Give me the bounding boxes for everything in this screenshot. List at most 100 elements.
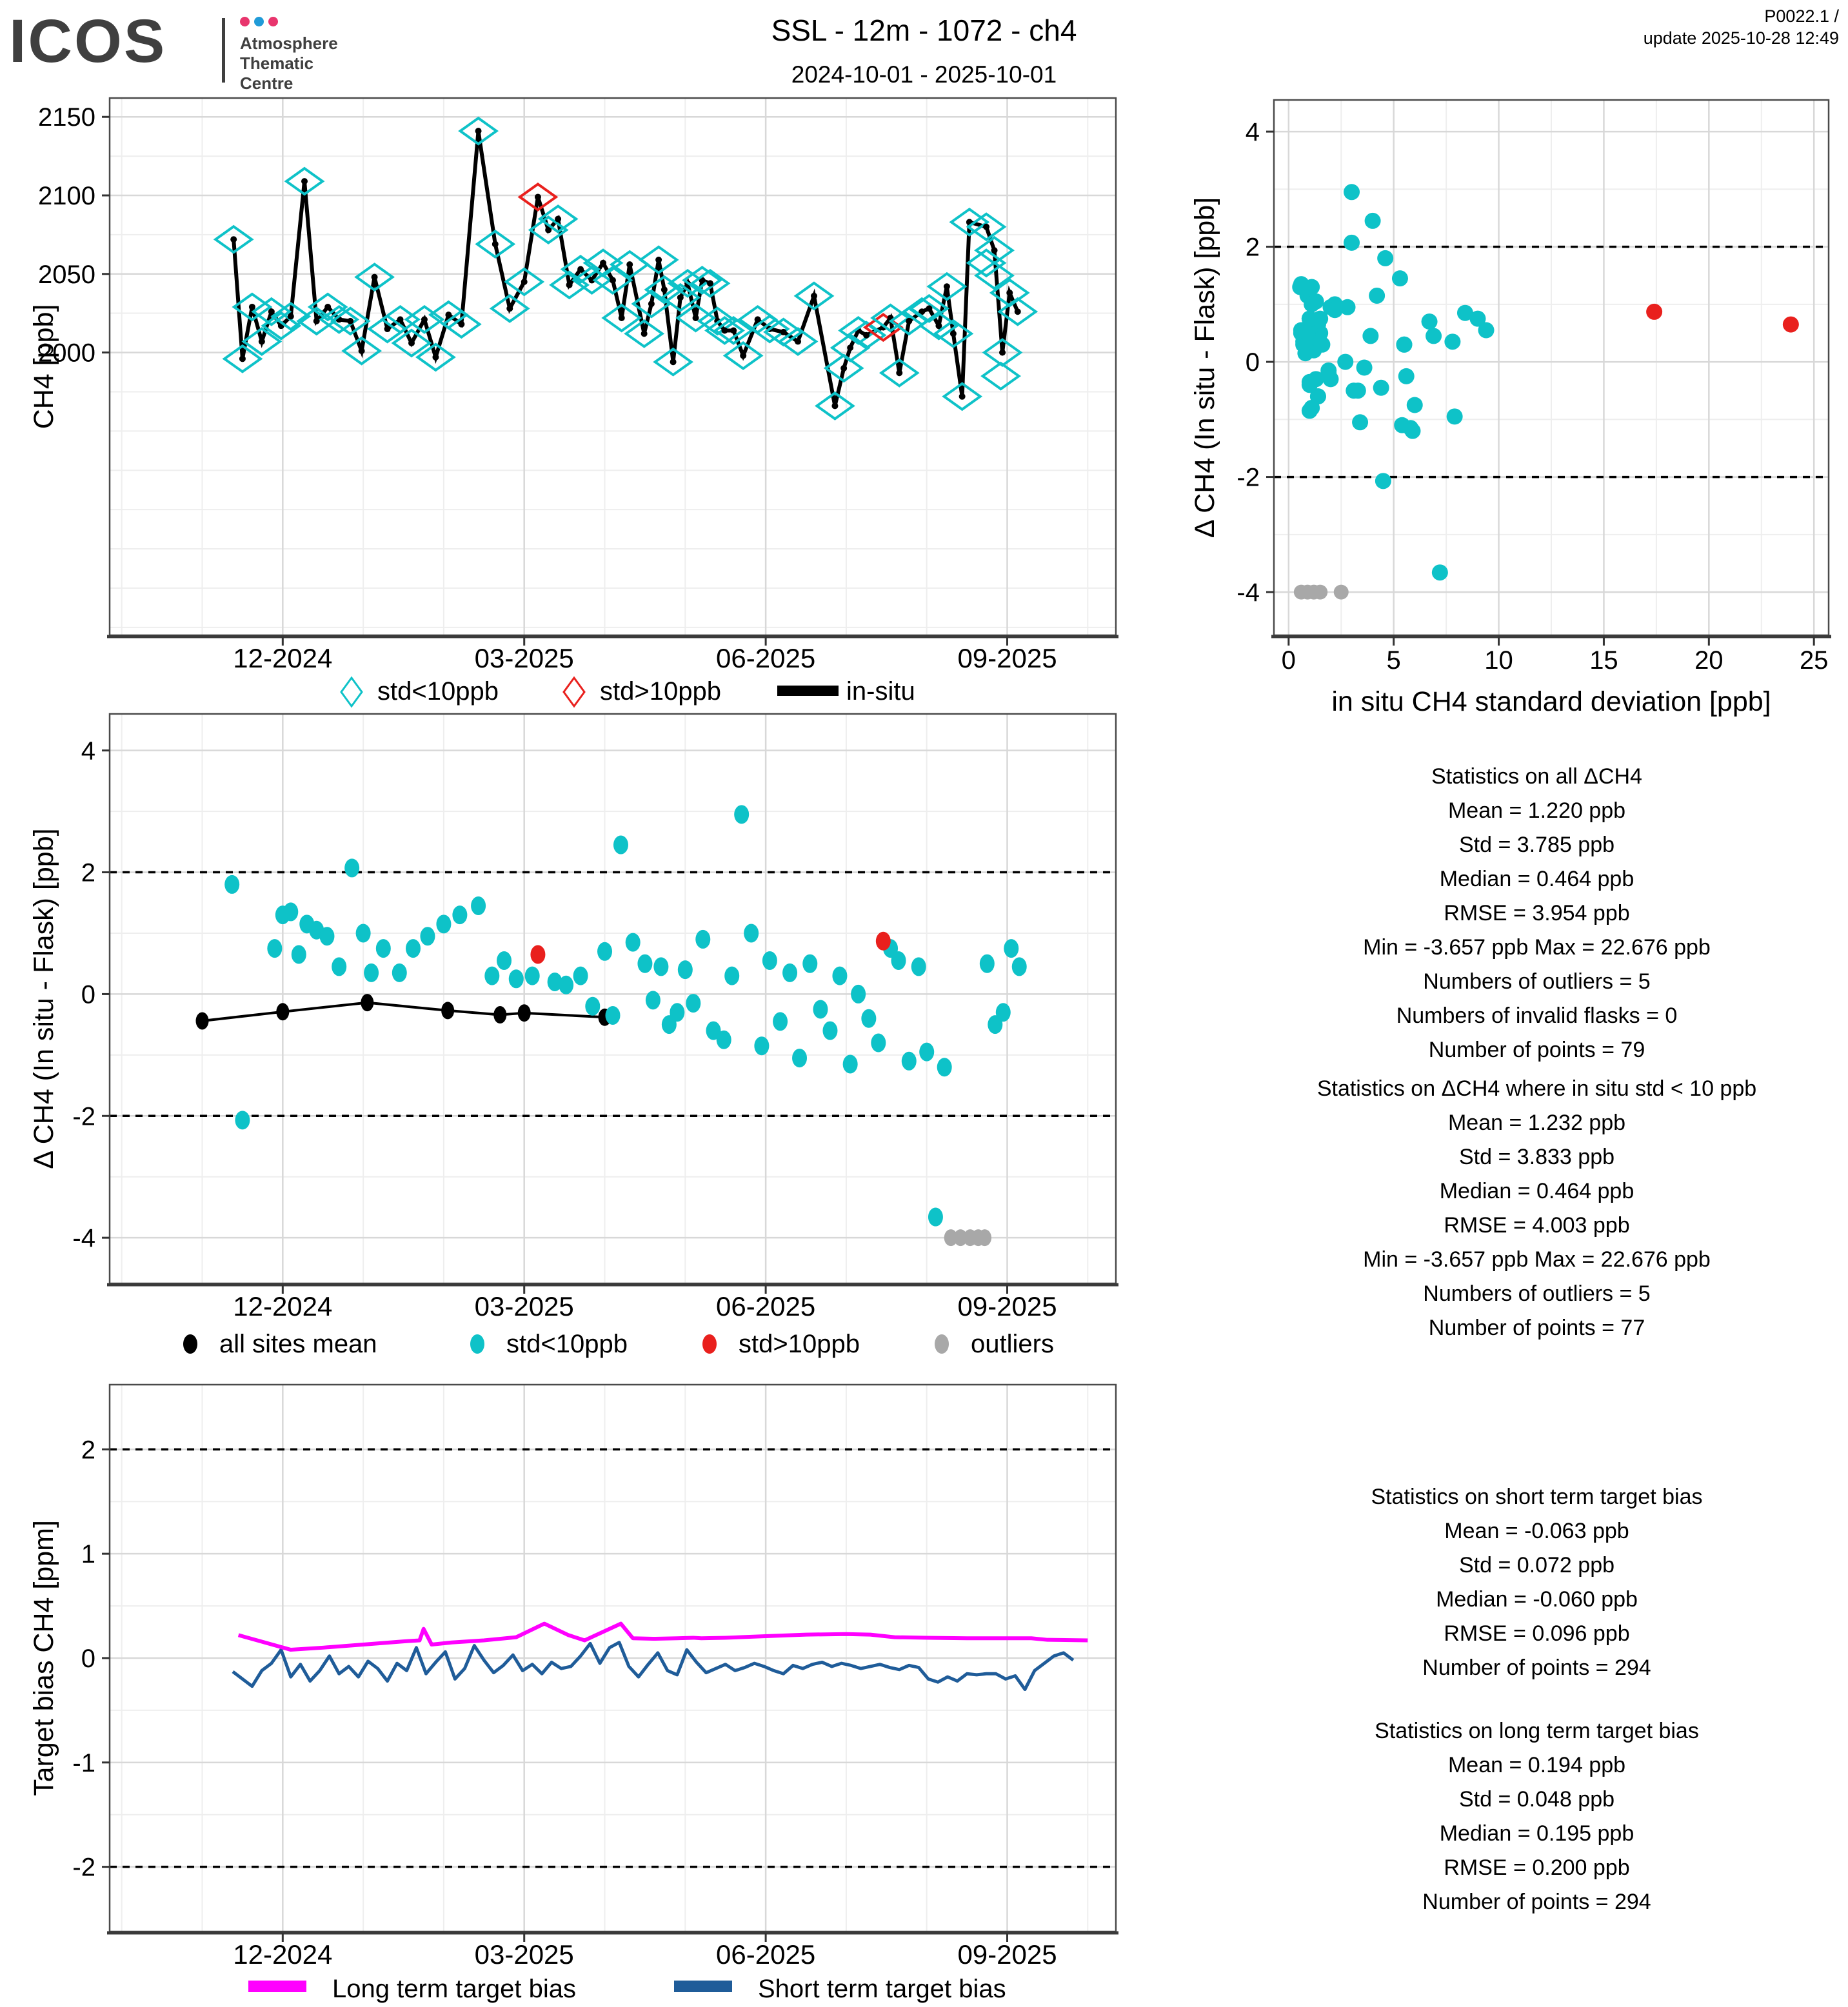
x-tick-label: 0 — [1282, 646, 1296, 675]
flask-diamond — [793, 281, 835, 311]
delta-point — [822, 1021, 838, 1040]
stats-line: RMSE = 4.003 ppb — [1444, 1213, 1630, 1238]
delta-point — [332, 957, 347, 976]
legend-label: std<10ppb — [506, 1330, 628, 1358]
x-tick-label: 20 — [1694, 646, 1724, 675]
version-update-stamp: P0022.1 / update 2025-10-28 12:49 — [1644, 5, 1839, 49]
legend-dot-icon — [470, 1334, 484, 1354]
delta-point — [1398, 368, 1415, 384]
mean-point — [493, 1006, 507, 1024]
delta-point — [1421, 313, 1438, 330]
delta-point — [1320, 362, 1337, 379]
flask-diamond — [270, 302, 312, 331]
flask-high-std-diamond — [517, 182, 559, 212]
legend-label: std>10ppb — [600, 677, 721, 706]
legend-dot-icon — [702, 1334, 717, 1354]
stats-line: Numbers of outliers = 5 — [1423, 1281, 1651, 1306]
delta-point — [471, 896, 486, 915]
delta-point — [344, 858, 360, 878]
flask-diamond — [213, 224, 254, 254]
legend-label: Short term target bias — [758, 1975, 1006, 2003]
delta-point — [1444, 333, 1461, 350]
legend-cyan-diamond-icon — [340, 676, 363, 708]
delta-point — [677, 960, 693, 980]
y-axis-label: Δ CH4 (In situ - Flask) [ppb] — [28, 828, 59, 1169]
flask-diamond — [367, 314, 408, 344]
delta-point — [224, 875, 240, 894]
delta-point — [1406, 397, 1423, 413]
flask-diamond — [592, 266, 633, 295]
delta-point — [716, 1030, 731, 1049]
delta-point — [1391, 270, 1408, 287]
delta-point — [283, 902, 299, 922]
logo-divider — [222, 18, 225, 83]
delta-point — [1404, 422, 1421, 439]
delta-point — [995, 1003, 1011, 1022]
delta-point — [1326, 302, 1343, 319]
delta-point — [1301, 310, 1318, 327]
outlier-point — [978, 1229, 992, 1247]
x-tick-label: 09-2025 — [957, 643, 1057, 673]
x-tick-label: 06-2025 — [716, 643, 815, 673]
delta-point — [585, 996, 601, 1016]
delta-point — [1396, 336, 1413, 353]
delta-point — [1299, 324, 1316, 341]
delta-point — [773, 1012, 788, 1031]
y-tick-label: 2 — [81, 1436, 95, 1464]
x-tick-label: 12-2024 — [233, 1939, 332, 1970]
delta-point — [871, 1033, 886, 1053]
flask-diamond — [713, 316, 754, 345]
delta-point — [928, 1207, 943, 1227]
y-tick-label: -2 — [72, 1102, 95, 1131]
flask-diamond — [644, 275, 685, 304]
flask-diamond — [653, 347, 694, 377]
stats-line: Mean = -0.063 ppb — [1444, 1519, 1629, 1543]
delta-point — [782, 963, 798, 982]
y-tick-label: 2150 — [38, 103, 95, 132]
y-tick-label: -1 — [72, 1749, 95, 1777]
flask-diamond — [330, 306, 371, 336]
y-axis-label: Target bias CH4 [ppm] — [28, 1520, 59, 1796]
y-tick-label: 4 — [1246, 118, 1260, 146]
delta-point — [524, 966, 540, 985]
delta-point — [1304, 399, 1320, 416]
legend-short-term-icon — [674, 1981, 732, 1992]
delta-point — [405, 939, 421, 958]
high-std-point — [530, 945, 546, 964]
logo-dot-icon — [268, 17, 278, 26]
stats-line: Number of points = 77 — [1428, 1316, 1645, 1340]
y-tick-label: -2 — [72, 1854, 95, 1882]
y-tick-label: 2000 — [38, 339, 95, 368]
flask-diamond — [222, 344, 263, 373]
x-tick-label: 15 — [1589, 646, 1618, 675]
delta-point — [605, 1005, 621, 1025]
flask-diamond — [296, 306, 337, 336]
delta-point — [573, 966, 588, 985]
logo-org-name: Atmosphere Thematic Centre — [240, 34, 338, 94]
delta-point — [1478, 322, 1495, 339]
stats-line: Mean = 0.194 ppb — [1447, 1753, 1626, 1777]
y-tick-label: -4 — [1237, 578, 1260, 607]
y-tick-label: -2 — [1237, 464, 1260, 492]
flask-diamond — [846, 321, 887, 350]
delta-point — [1349, 382, 1366, 399]
delta-point — [832, 966, 848, 985]
flask-diamond — [879, 358, 920, 388]
delta-point — [762, 951, 777, 970]
delta-point — [1307, 371, 1324, 388]
delta-point — [625, 933, 641, 952]
stats-title: Statistics on short term target bias — [1371, 1485, 1703, 1509]
delta-point — [1344, 234, 1360, 251]
x-tick-label: 10 — [1484, 646, 1513, 675]
stats-all-delta-ch4: Statistics on all ΔCH4 Mean = 1.220 ppb … — [1226, 760, 1848, 1067]
stats-line: Mean = 1.220 ppb — [1447, 798, 1626, 823]
x-tick-label: 12-2024 — [233, 643, 332, 673]
stats-line: RMSE = 0.096 ppb — [1444, 1621, 1630, 1646]
delta-point — [1377, 250, 1394, 266]
delta-point — [861, 1009, 877, 1028]
flask-diamond — [697, 306, 738, 336]
stats-line: Numbers of outliers = 5 — [1423, 969, 1651, 994]
delta-point — [695, 929, 711, 949]
delta-point — [1304, 279, 1320, 295]
stats-line: Number of points = 79 — [1428, 1038, 1645, 1062]
